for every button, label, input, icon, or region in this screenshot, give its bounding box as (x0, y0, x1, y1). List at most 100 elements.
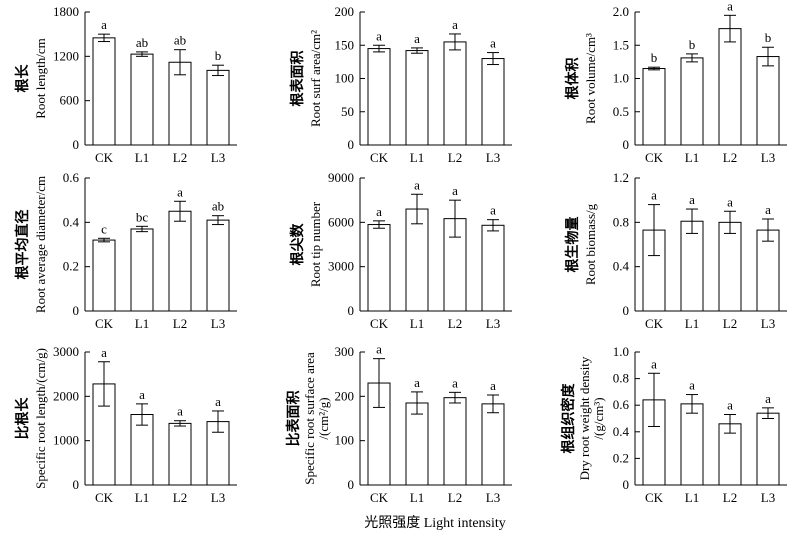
y-tick-label: 1.2 (613, 170, 629, 185)
significance-letter: a (490, 36, 496, 51)
significance-letter: a (177, 404, 183, 419)
y-tick-label: 3000 (328, 259, 354, 274)
x-tick-label: L1 (685, 150, 699, 165)
y-axis-label-en: Root surf area/cm² (308, 30, 323, 127)
bar-L3 (756, 229, 780, 312)
y-axis-label-en-unit: /(g/cm³) (591, 397, 606, 439)
significance-letter: a (414, 31, 420, 46)
y-tick-label: 0.4 (63, 214, 80, 229)
y-tick-label: 0 (623, 137, 630, 152)
y-tick-label: 1800 (53, 4, 79, 19)
significance-letter: a (727, 0, 733, 13)
x-tick-label: L3 (761, 316, 775, 331)
chart-panel-4: 0 0.2 0.4 0.6 c CK bc L1 a L2 ab L3 根平均直径 Root averag… (14, 170, 237, 331)
significance-letter: a (765, 391, 771, 406)
y-axis-label-en: Dry root weight density (577, 356, 592, 480)
bar-L1 (405, 402, 429, 486)
y-tick-label: 0.6 (613, 397, 630, 412)
x-tick-label: L3 (486, 150, 500, 165)
x-tick-label: L2 (723, 316, 737, 331)
significance-letter: b (765, 30, 772, 45)
chart-panel-8: 0 100 200 300 a CK a L1 a L2 a L3 比表面积 Specific root … (285, 342, 512, 505)
significance-letter: a (376, 342, 382, 357)
x-tick-label: L1 (410, 150, 424, 165)
y-tick-label: 200 (335, 388, 355, 403)
x-tick-label: L2 (173, 316, 187, 331)
y-tick-label: 3000 (53, 344, 79, 359)
x-tick-label: L3 (211, 150, 225, 165)
y-tick-label: 0.5 (613, 104, 629, 119)
y-axis-label-cn: 根长 (14, 64, 31, 93)
y-axis-label-cn: 根表面积 (289, 51, 306, 107)
y-axis-label-cn: 比表面积 (285, 391, 302, 447)
bar-L1 (130, 228, 154, 312)
y-tick-label: 0 (73, 477, 80, 492)
y-tick-label: 1.0 (613, 71, 629, 86)
bar-L3 (206, 219, 230, 312)
x-tick-label: L3 (761, 150, 775, 165)
significance-letter: a (727, 398, 733, 413)
significance-letter: a (689, 378, 695, 393)
x-tick-label: L1 (410, 316, 424, 331)
y-axis-label-en: Root biomass/g (583, 203, 598, 285)
x-tick-label: CK (370, 490, 389, 505)
y-tick-label: 2.0 (613, 4, 629, 19)
y-axis-label-cn: 根生物量 (564, 217, 581, 273)
x-tick-label: L3 (486, 316, 500, 331)
bar-L1 (680, 57, 704, 146)
y-tick-label: 0.4 (613, 424, 630, 439)
bar-L2 (168, 210, 192, 312)
significance-letter: a (490, 378, 496, 393)
chart-panel-9: 0 0.2 0.4 0.6 0.8 1.0 a CK a L1 a L2 a L3 根组织密度 Dry roo… (560, 344, 787, 505)
y-tick-label: 0 (348, 477, 355, 492)
y-tick-label: 50 (341, 104, 354, 119)
bar-L1 (680, 403, 704, 486)
x-tick-label: CK (370, 150, 389, 165)
x-tick-label: L2 (723, 150, 737, 165)
significance-letter: a (376, 204, 382, 219)
significance-letter: b (215, 48, 222, 63)
y-tick-label: 0.8 (613, 214, 629, 229)
y-axis-label-cn: 根平均直径 (14, 210, 31, 280)
y-tick-label: 0.8 (613, 371, 629, 386)
y-tick-label: 1.0 (613, 344, 629, 359)
y-tick-label: 0 (623, 477, 630, 492)
bar-CK (367, 224, 391, 312)
x-tick-label: L1 (135, 490, 149, 505)
significance-letter: b (651, 50, 658, 65)
y-tick-label: 0 (623, 303, 630, 318)
x-tick-label: L1 (685, 316, 699, 331)
y-axis-label-en: Root average diameter/cm (33, 176, 48, 313)
y-axis-label-en: Specific root surface area (302, 352, 317, 485)
y-axis-label-en: Root length/cm (33, 38, 48, 119)
bar-L3 (481, 403, 505, 486)
x-tick-label: L2 (448, 490, 462, 505)
y-axis-label-en: Root volume/cm³ (583, 33, 598, 124)
significance-letter: a (376, 28, 382, 43)
y-tick-label: 0 (348, 303, 355, 318)
significance-letter: a (490, 203, 496, 218)
significance-letter: a (414, 375, 420, 390)
significance-letter: a (215, 394, 221, 409)
y-tick-label: 100 (335, 71, 355, 86)
significance-letter: a (452, 375, 458, 390)
y-axis-label-cn: 根体积 (564, 58, 581, 100)
y-tick-label: 200 (335, 4, 355, 19)
x-tick-label: L3 (486, 490, 500, 505)
y-tick-label: 0.4 (613, 259, 630, 274)
y-tick-label: 1200 (53, 48, 79, 63)
significance-letter: a (139, 387, 145, 402)
significance-letter: a (101, 17, 107, 32)
chart-panel-3: 0 0.5 1.0 1.5 2.0 b CK b L1 a L2 b L3 根体积 Root volume/… (564, 0, 787, 165)
significance-letter: bc (136, 209, 149, 224)
y-axis-label-cn: 根组织密度 (560, 383, 577, 454)
bar-L1 (405, 208, 429, 312)
y-axis-label-en: Specific root length/(cm/g) (33, 348, 48, 489)
chart-panel-1: 0 600 1200 1800 a CK ab L1 ab L2 b L3 根长 Root length/… (14, 4, 237, 165)
significance-letter: ab (212, 199, 224, 214)
x-tick-label: L2 (173, 150, 187, 165)
x-tick-label: L1 (135, 316, 149, 331)
y-tick-label: 600 (60, 93, 80, 108)
y-tick-label: 9000 (328, 170, 354, 185)
bar-L3 (756, 56, 780, 146)
